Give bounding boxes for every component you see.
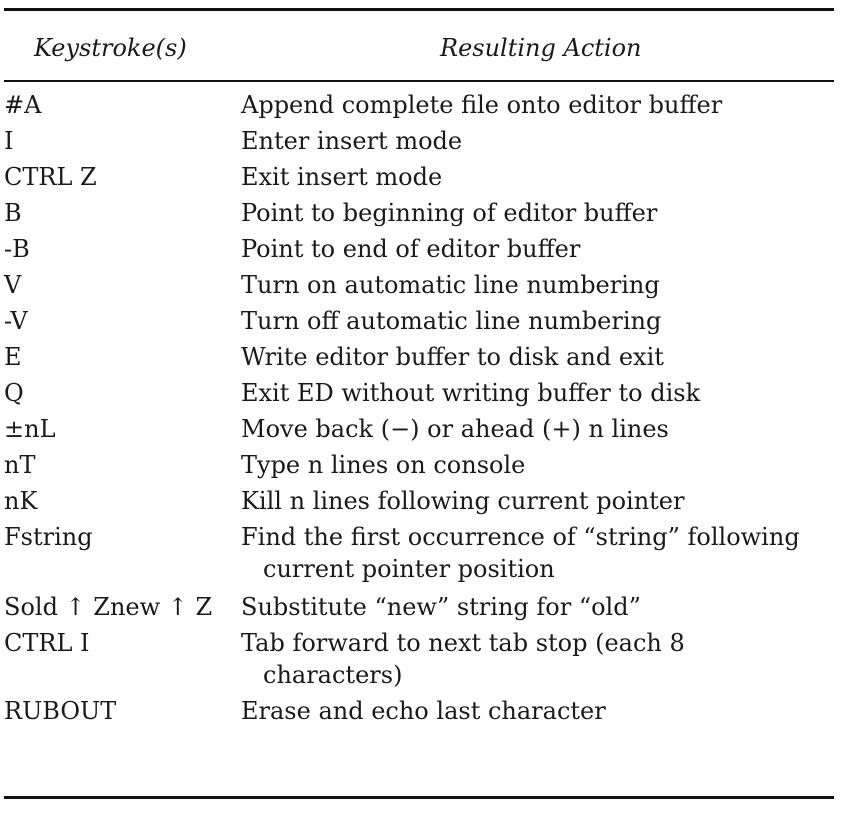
table-row: -V Turn off automatic line numbering xyxy=(0,305,854,341)
action-cell: Point to beginning of editor buffer xyxy=(241,199,658,227)
table-row: V Turn on automatic line numbering xyxy=(0,269,854,305)
keystroke-cell: B xyxy=(4,199,22,227)
keystroke-cell: RUBOUT xyxy=(4,697,117,725)
action-cell: Kill n lines following current pointer xyxy=(241,487,685,515)
keystroke-cell: E xyxy=(4,343,22,371)
table-body: #A Append complete file onto editor buff… xyxy=(0,89,854,731)
table-row: nK Kill n lines following current pointe… xyxy=(0,485,854,521)
header-rule xyxy=(4,80,834,82)
action-cell: Substitute “new” string for “old” xyxy=(241,593,641,621)
action-cell: Exit insert mode xyxy=(241,163,443,191)
keystroke-cell: nT xyxy=(4,451,36,479)
table-row: Q Exit ED without writing buffer to disk xyxy=(0,377,854,413)
action-cell: Write editor buffer to disk and exit xyxy=(241,343,664,371)
keystroke-cell: #A xyxy=(4,91,42,119)
table-row: -B Point to end of editor buffer xyxy=(0,233,854,269)
top-rule xyxy=(4,8,834,11)
header-keystroke: Keystroke(s) xyxy=(34,34,187,62)
action-cell: Tab forward to next tab stop (each 8 cha… xyxy=(241,629,685,689)
table-row: #A Append complete file onto editor buff… xyxy=(0,89,854,125)
table-row: Sold ↑ Znew ↑ Z Substitute “new” string … xyxy=(0,591,854,627)
action-cell: Move back (−) or ahead (+) n lines xyxy=(241,415,669,443)
keystroke-cell: ±nL xyxy=(4,415,56,443)
keystroke-cell: nK xyxy=(4,487,38,515)
table-row: ±nL Move back (−) or ahead (+) n lines xyxy=(0,413,854,449)
keystroke-cell: Sold ↑ Znew ↑ Z xyxy=(4,593,213,621)
table-row: B Point to beginning of editor buffer xyxy=(0,197,854,233)
action-cell: Find the first occurrence of “string” fo… xyxy=(241,523,800,583)
action-cell: Point to end of editor buffer xyxy=(241,235,581,263)
bottom-rule xyxy=(4,796,834,799)
keystroke-cell: Q xyxy=(4,379,24,407)
action-cell: Enter insert mode xyxy=(241,127,463,155)
action-cell: Turn on automatic line numbering xyxy=(241,271,660,299)
table-row: CTRL Z Exit insert mode xyxy=(0,161,854,197)
keystroke-cell: CTRL Z xyxy=(4,163,97,191)
keystroke-cell: CTRL I xyxy=(4,629,90,657)
action-cell: Exit ED without writing buffer to disk xyxy=(241,379,701,407)
action-cell: Turn off automatic line numbering xyxy=(241,307,662,335)
keystroke-cell: -V xyxy=(4,307,28,335)
table-row: E Write editor buffer to disk and exit xyxy=(0,341,854,377)
keystroke-cell: I xyxy=(4,127,14,155)
table-row: Fstring Find the first occurrence of “st… xyxy=(0,521,854,591)
keystroke-cell: Fstring xyxy=(4,523,93,551)
keystroke-cell: -B xyxy=(4,235,30,263)
table-row: CTRL I Tab forward to next tab stop (eac… xyxy=(0,627,854,695)
action-cell: Append complete file onto editor buffer xyxy=(241,91,723,119)
header-action: Resulting Action xyxy=(440,34,642,62)
table-row: nT Type n lines on console xyxy=(0,449,854,485)
keystroke-cell: V xyxy=(4,271,22,299)
action-cell: Type n lines on console xyxy=(241,451,526,479)
table-row: RUBOUT Erase and echo last character xyxy=(0,695,854,731)
table-row: I Enter insert mode xyxy=(0,125,854,161)
action-cell: Erase and echo last character xyxy=(241,697,606,725)
